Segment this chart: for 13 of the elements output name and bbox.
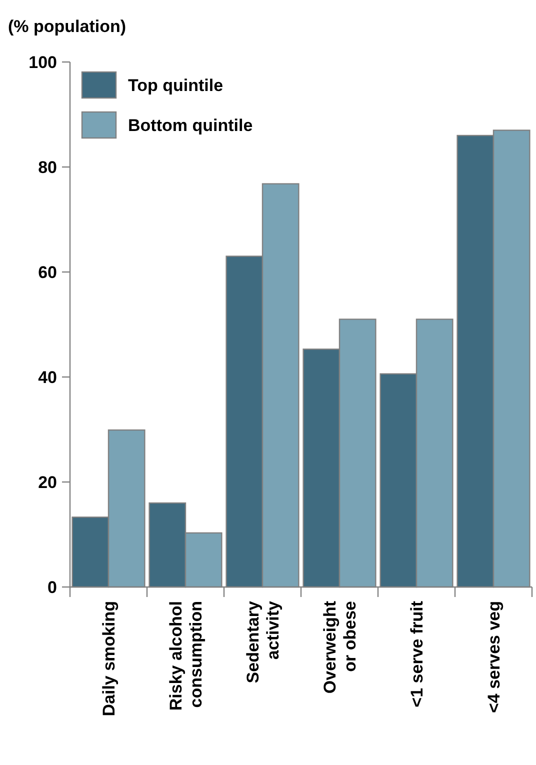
legend-label: Bottom quintile xyxy=(128,116,253,135)
y-tick-label: 40 xyxy=(38,368,57,387)
y-tick-label: 60 xyxy=(38,262,57,282)
y-tick-label: 20 xyxy=(38,472,57,492)
y-tick-label: 0 xyxy=(48,578,57,597)
legend-label: Top quintile xyxy=(128,76,224,95)
x-tick-label: Risky alcohol consumption xyxy=(166,601,206,711)
x-tick-label: <1 serve fruit xyxy=(408,600,426,708)
y-axis-title: (% population) xyxy=(8,17,126,36)
y-tick-label: 100 xyxy=(28,52,57,72)
x-tick-label: Daily smoking xyxy=(100,601,118,716)
x-tick-label: <4 serves veg xyxy=(484,601,504,714)
y-tick-label: 80 xyxy=(38,158,57,177)
